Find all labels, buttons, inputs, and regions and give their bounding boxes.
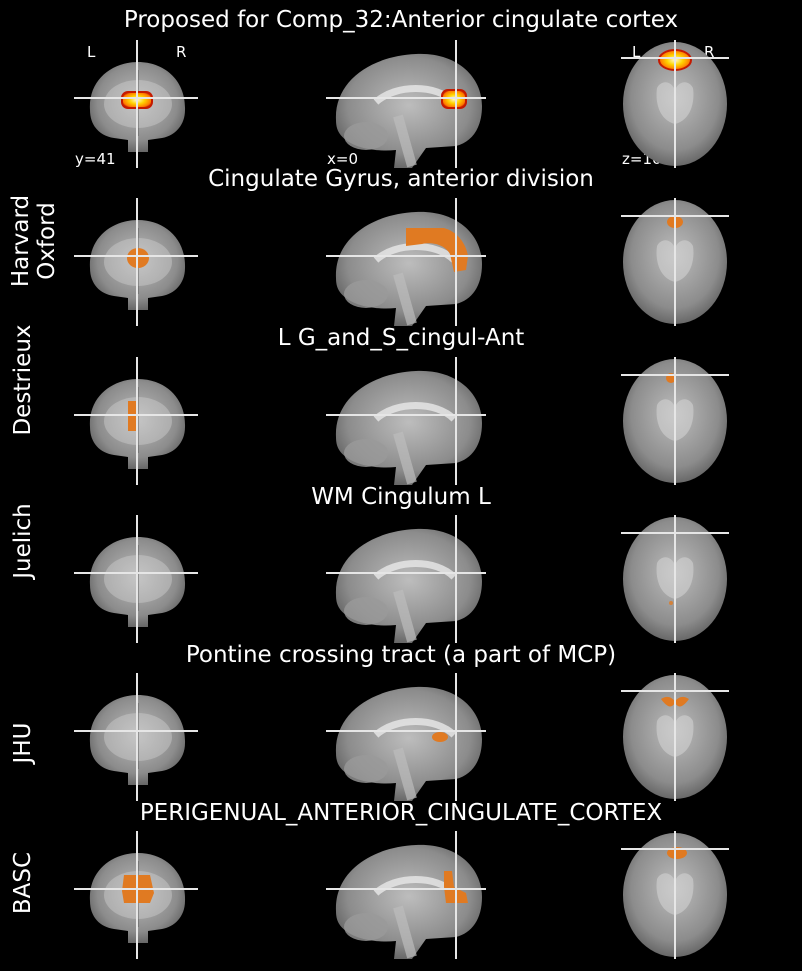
- atlas-label-line: Oxford: [34, 202, 60, 280]
- sagittal-view-row-4: [326, 673, 486, 801]
- orientation-left-axial: L: [632, 43, 641, 61]
- coord-sagittal: x=0: [327, 150, 358, 168]
- sagittal-brain-slice: [335, 370, 482, 485]
- sagittal-view-row-3: [326, 515, 486, 643]
- axial-view-row-0: [621, 40, 729, 168]
- axial-view-row-1: [621, 198, 729, 326]
- crosshair: [621, 515, 729, 643]
- coronal-view-row-4: [74, 673, 198, 801]
- orientation-right-coronal: R: [176, 43, 187, 61]
- atlas-label-line: JHU: [10, 722, 36, 764]
- crosshair: [621, 40, 729, 168]
- coronal-view-row-1: [74, 198, 198, 326]
- crosshair: [74, 40, 198, 168]
- axial-view-row-2: [621, 357, 729, 485]
- sagittal-brain-slice: [335, 53, 482, 168]
- sagittal-overlay: [444, 871, 468, 903]
- orientation-right-axial: R: [704, 43, 715, 61]
- orientation-left-coronal: L: [87, 43, 96, 61]
- axial-view-row-5: [621, 831, 729, 959]
- sagittal-view-row-0: [326, 40, 486, 168]
- crosshair: [326, 673, 486, 801]
- crosshair: [326, 198, 486, 326]
- axial-view-row-3: [621, 515, 729, 643]
- panel-title-3: WM Cingulum L: [311, 484, 491, 510]
- coronal-view-row-3: [74, 515, 198, 643]
- sagittal-overlay: [406, 228, 468, 272]
- crosshair: [326, 40, 486, 168]
- sagittal-brain-slice: [335, 528, 482, 643]
- sagittal-view-row-5: [326, 831, 486, 959]
- crosshair: [621, 357, 729, 485]
- crosshair: [74, 357, 198, 485]
- coord-coronal: y=41: [75, 150, 116, 168]
- sagittal-view-row-1: [326, 198, 486, 326]
- panel-title-1: Cingulate Gyrus, anterior division: [208, 166, 594, 192]
- panel-title-2: L G_and_S_cingul-Ant: [277, 325, 525, 351]
- atlas-label-destrieux: Destrieux: [10, 318, 36, 442]
- panel-title-4: Pontine crossing tract (a part of MCP): [185, 642, 617, 668]
- crosshair: [621, 198, 729, 326]
- atlas-label-harvard-oxford: Harvard Oxford: [8, 186, 60, 296]
- sagittal-view-row-2: [326, 357, 486, 485]
- crosshair: [326, 831, 486, 959]
- atlas-label-line: Destrieux: [10, 324, 36, 436]
- coronal-view-row-2: [74, 357, 198, 485]
- atlas-label-basc: BASC: [10, 848, 36, 918]
- axial-view-row-4: [621, 673, 729, 801]
- panel-title-5: PERIGENUAL_ANTERIOR_CINGULATE_CORTEX: [139, 800, 663, 826]
- crosshair: [621, 673, 729, 801]
- crosshair: [326, 357, 486, 485]
- panel-title-0: Proposed for Comp_32:Anterior cingulate …: [123, 7, 679, 33]
- atlas-label-line: Harvard: [8, 194, 34, 288]
- crosshair: [74, 673, 198, 801]
- atlas-label-jhu: JHU: [10, 716, 36, 770]
- sagittal-overlay: [432, 732, 448, 742]
- atlas-label-line: BASC: [10, 851, 36, 915]
- crosshair: [326, 515, 486, 643]
- axial-overlay: [669, 601, 673, 605]
- coronal-view-row-5: [74, 831, 198, 959]
- crosshair: [621, 831, 729, 959]
- atlas-label-juelich: Juelich: [10, 496, 36, 586]
- crosshair: [74, 198, 198, 326]
- sagittal-brain-slice: [335, 686, 482, 801]
- coronal-view-row-0: [74, 40, 198, 168]
- crosshair: [74, 831, 198, 959]
- atlas-label-line: Juelich: [10, 503, 36, 579]
- crosshair: [74, 515, 198, 643]
